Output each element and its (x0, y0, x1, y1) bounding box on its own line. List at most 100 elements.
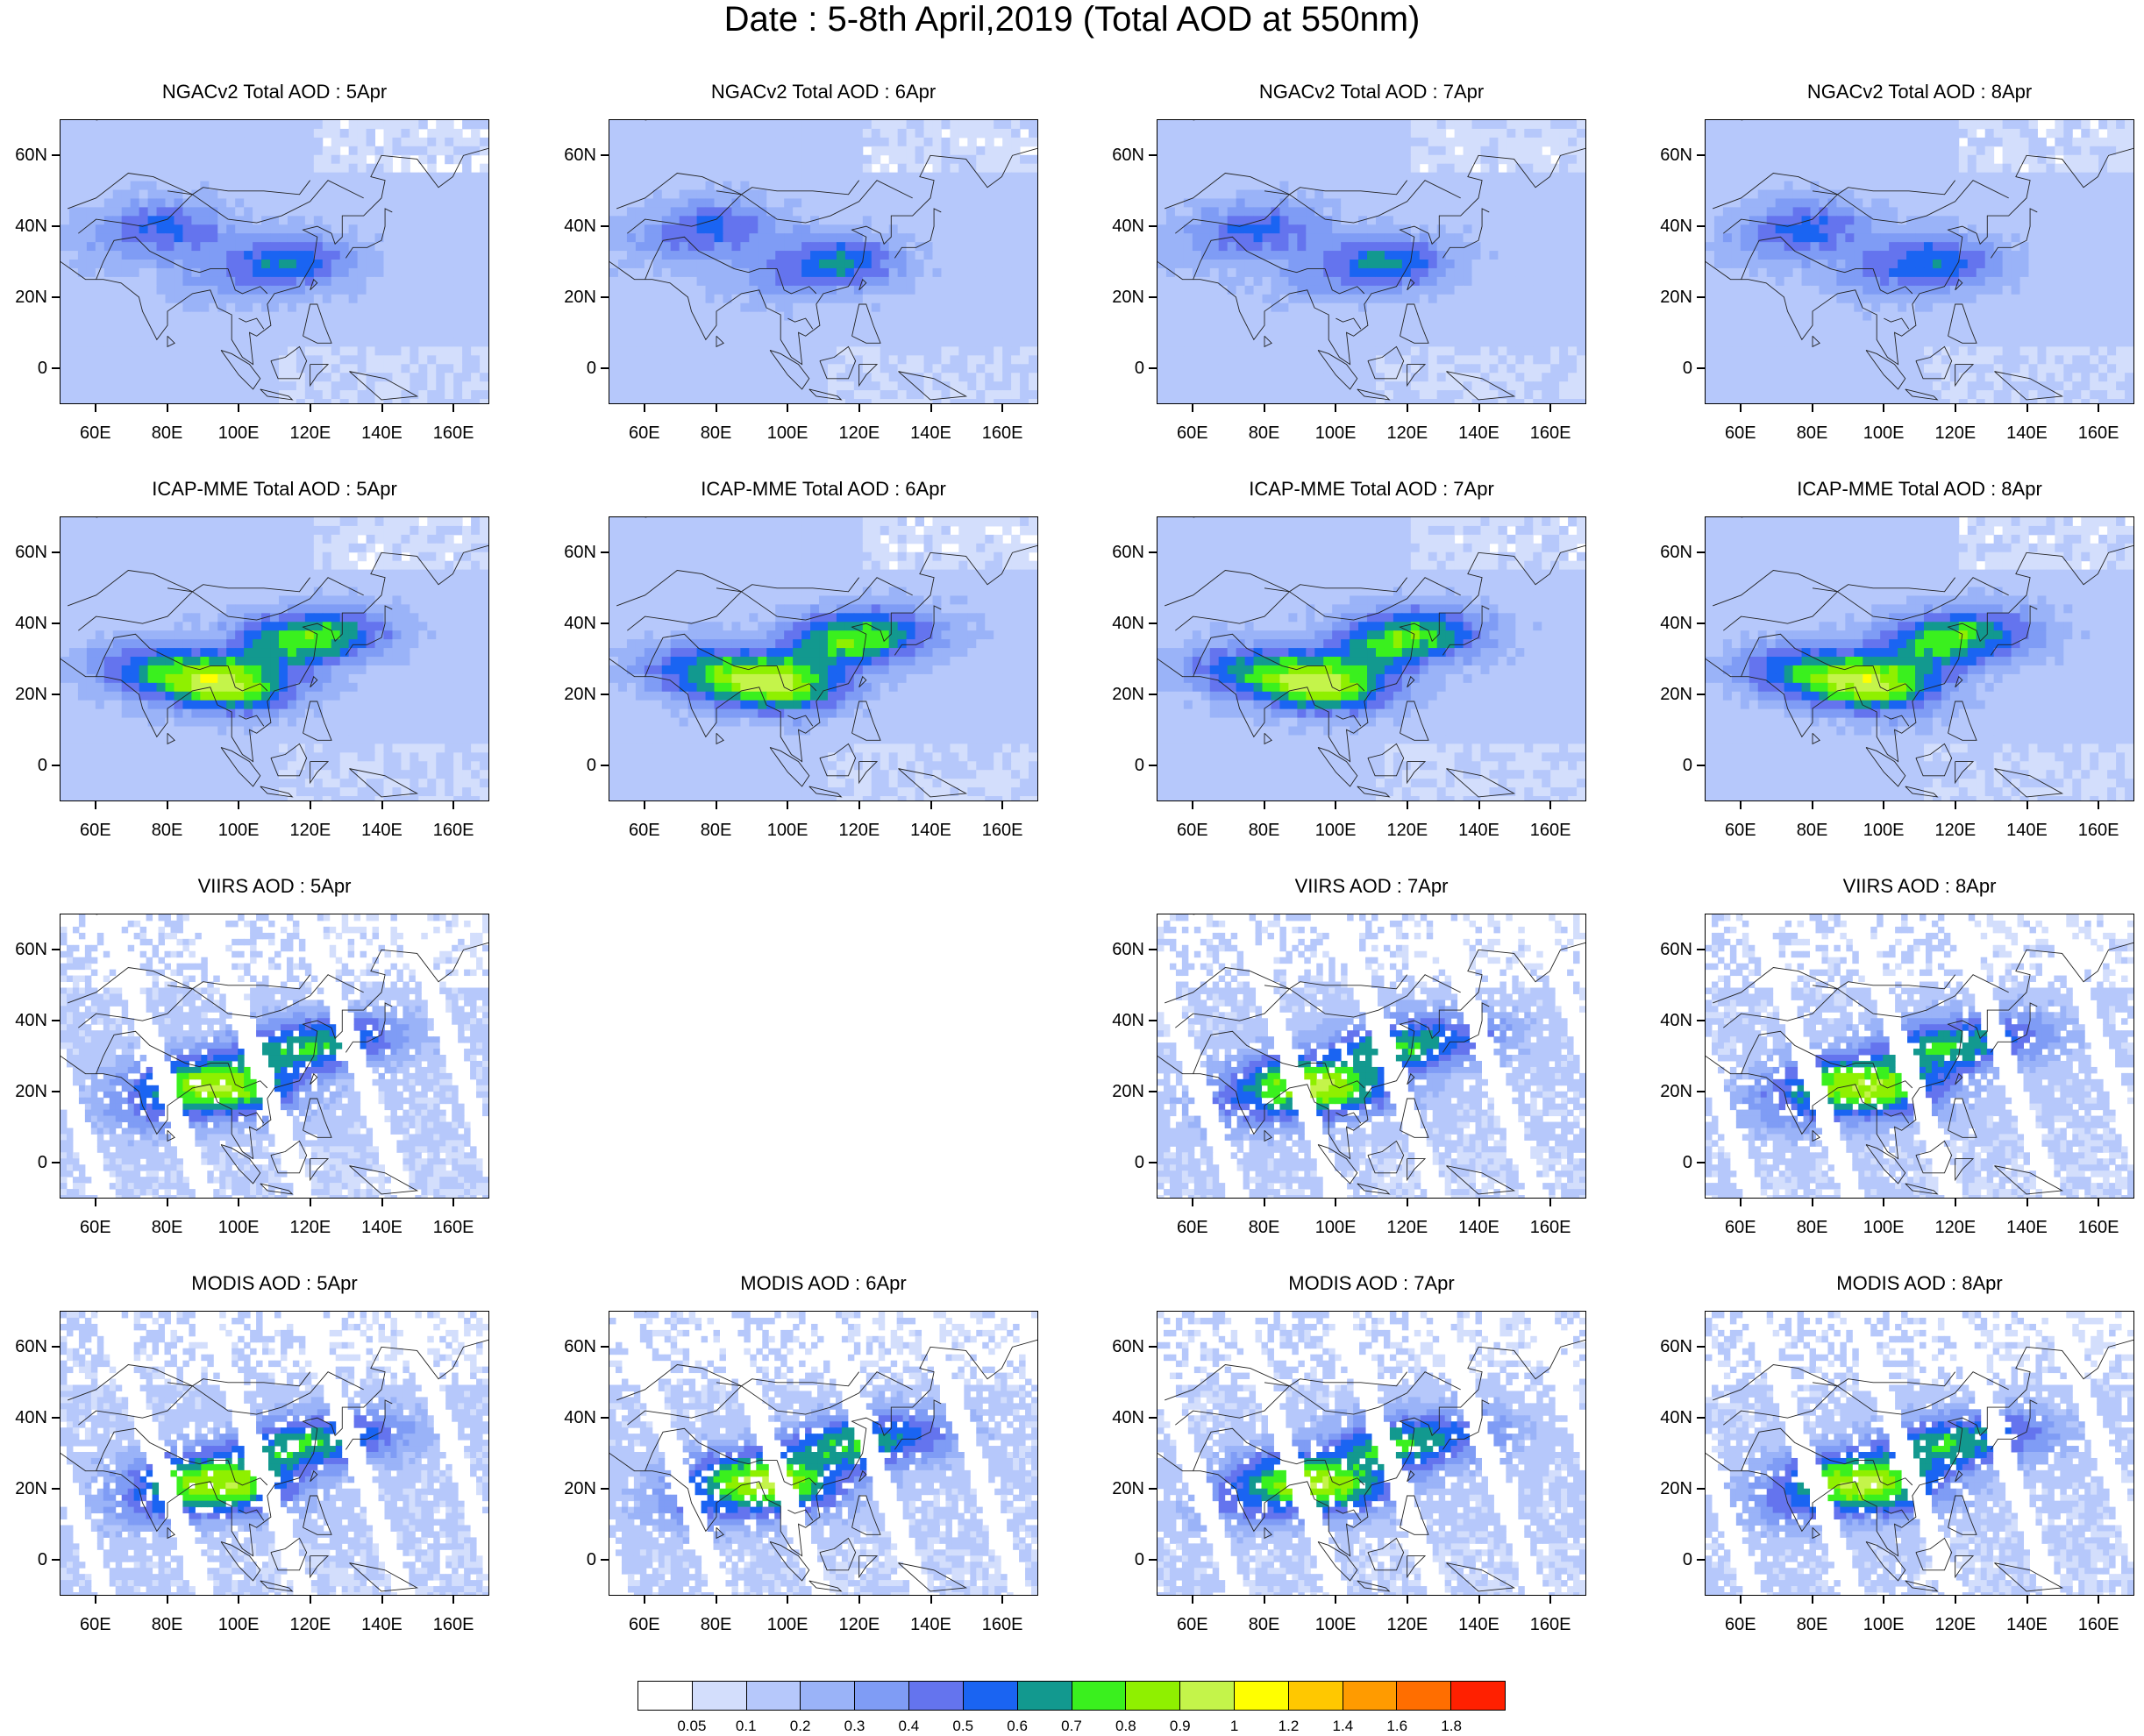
lat-tick-label: 40N (1640, 1409, 1692, 1427)
aod-colorbar (638, 1681, 1506, 1711)
lon-tick-mark (715, 1596, 717, 1604)
aod-grid (61, 120, 488, 403)
lon-tick-label: 140E (1453, 822, 1506, 839)
colorbar-swatch (963, 1682, 1018, 1710)
lon-tick-mark (2098, 404, 2100, 412)
aod-grid (1157, 1312, 1585, 1595)
aod-map (60, 914, 489, 1199)
panel-title: ICAP-MME Total AOD : 7Apr (1157, 480, 1586, 499)
lat-tick-label: 0 (544, 1551, 596, 1569)
coastlines (1157, 914, 1585, 1195)
panel-title: MODIS AOD : 5Apr (60, 1274, 489, 1293)
lat-tick-label: 20N (1092, 686, 1144, 703)
panel-title: NGACv2 Total AOD : 6Apr (609, 82, 1038, 102)
lon-tick-mark (1954, 1199, 1956, 1206)
colorbar-swatch (746, 1682, 801, 1710)
aod-map (60, 516, 489, 801)
lon-tick-label: 60E (618, 822, 671, 839)
lat-tick-mark (1697, 296, 1705, 299)
aod-field (61, 914, 488, 1198)
colorbar-label: 0.8 (1100, 1718, 1152, 1733)
lon-tick-mark (1739, 404, 1742, 412)
lon-tick-mark (643, 404, 645, 412)
lat-tick-mark (1149, 296, 1157, 299)
lon-tick-label: 160E (2072, 822, 2125, 839)
lon-tick-label: 140E (356, 822, 409, 839)
lat-tick-mark (52, 1162, 60, 1164)
lon-tick-mark (238, 1596, 240, 1604)
lat-tick-label: 20N (1640, 288, 1692, 306)
lon-tick-label: 80E (690, 1616, 743, 1633)
lat-tick-mark (52, 622, 60, 624)
lon-tick-mark (94, 1596, 96, 1604)
lon-tick-label: 140E (1453, 1616, 1506, 1633)
aod-grid (61, 914, 488, 1198)
lat-tick-mark (601, 224, 609, 227)
lat-tick-mark (1149, 224, 1157, 227)
lon-tick-mark (1478, 1199, 1480, 1206)
lon-tick-mark (1954, 404, 1956, 412)
lon-tick-mark (166, 1199, 168, 1206)
lat-tick-mark (1697, 1091, 1705, 1093)
lat-tick-label: 0 (0, 1154, 47, 1171)
lon-tick-mark (2026, 801, 2028, 809)
lat-tick-mark (601, 1488, 609, 1491)
lon-tick-label: 140E (905, 424, 958, 442)
lon-tick-label: 100E (1309, 1219, 1362, 1236)
lon-tick-mark (238, 1199, 240, 1206)
lon-tick-label: 80E (141, 1616, 194, 1633)
colorbar-label: 1.6 (1371, 1718, 1423, 1733)
lon-tick-label: 60E (618, 424, 671, 442)
lon-tick-label: 100E (1857, 424, 1910, 442)
lon-tick-label: 160E (976, 1616, 1029, 1633)
lon-tick-label: 100E (761, 424, 814, 442)
lon-tick-mark (166, 1596, 168, 1604)
lon-tick-label: 140E (356, 424, 409, 442)
lon-tick-label: 80E (1238, 822, 1291, 839)
lat-tick-label: 40N (1092, 217, 1144, 235)
lat-tick-mark (52, 551, 60, 553)
lat-tick-label: 20N (1640, 1083, 1692, 1100)
lon-tick-mark (1335, 1199, 1337, 1206)
lon-tick-label: 120E (1929, 1219, 1982, 1236)
colorbar-swatch (1288, 1682, 1343, 1710)
lon-tick-label: 160E (1524, 424, 1577, 442)
colorbar-label: 1.4 (1316, 1718, 1369, 1733)
lat-tick-mark (601, 694, 609, 696)
lon-tick-mark (1335, 801, 1337, 809)
aod-grid (1706, 1312, 2133, 1595)
lon-tick-mark (309, 404, 311, 412)
lat-tick-label: 20N (544, 686, 596, 703)
lon-tick-label: 60E (1714, 1616, 1767, 1633)
colorbar-swatch (692, 1682, 747, 1710)
lat-tick-mark (1149, 1488, 1157, 1491)
lat-tick-label: 40N (1640, 217, 1692, 235)
lon-tick-label: 60E (1166, 1219, 1219, 1236)
colorbar-label: 0.5 (937, 1718, 989, 1733)
lon-tick-label: 80E (1238, 1219, 1291, 1236)
lon-tick-label: 160E (427, 1219, 480, 1236)
lon-tick-label: 120E (1381, 1616, 1434, 1633)
lon-tick-mark (2026, 1199, 2028, 1206)
lat-tick-label: 0 (1092, 359, 1144, 377)
lat-tick-label: 0 (1640, 1551, 1692, 1569)
lat-tick-label: 0 (0, 1551, 47, 1569)
lon-tick-label: 60E (1166, 1616, 1219, 1633)
lon-tick-mark (1263, 1596, 1265, 1604)
lon-tick-label: 160E (427, 822, 480, 839)
lat-tick-label: 60N (1092, 941, 1144, 958)
lat-tick-mark (601, 622, 609, 624)
coastlines (61, 1312, 488, 1592)
aod-map (609, 516, 1038, 801)
lat-tick-mark (52, 948, 60, 950)
lat-tick-mark (1149, 551, 1157, 553)
lon-tick-label: 80E (141, 424, 194, 442)
colorbar-swatch (855, 1682, 910, 1710)
lat-tick-mark (1697, 367, 1705, 370)
lon-tick-mark (309, 801, 311, 809)
lat-tick-mark (1149, 765, 1157, 767)
lat-tick-label: 0 (1640, 757, 1692, 774)
lon-tick-label: 80E (1786, 822, 1839, 839)
lon-tick-label: 60E (618, 1616, 671, 1633)
lon-tick-label: 160E (976, 424, 1029, 442)
